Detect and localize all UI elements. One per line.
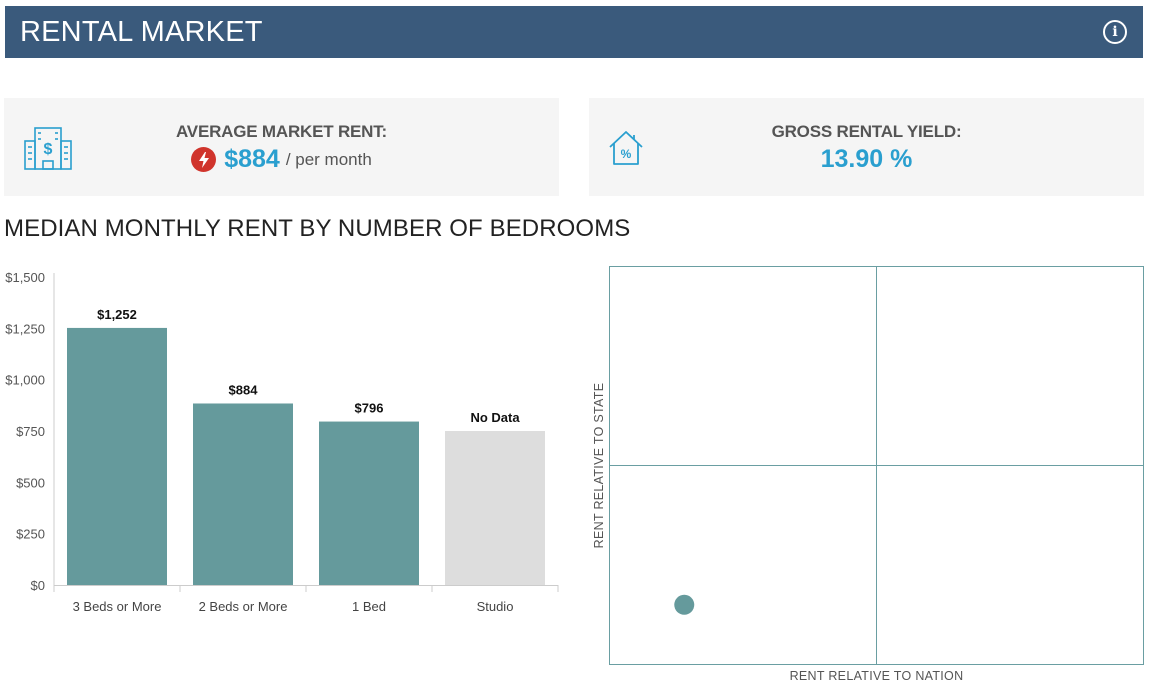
svg-text:$: $ — [44, 141, 53, 158]
gross-yield-label: GROSS RENTAL YIELD: — [771, 122, 962, 141]
info-circle-icon[interactable]: i — [1103, 20, 1127, 44]
building-dollar-icon: $ — [24, 127, 72, 170]
section-header: RENTAL MARKET i — [5, 6, 1143, 58]
x-tick-label: 2 Beds or More — [199, 599, 288, 614]
bar — [319, 421, 419, 585]
lightning-bolt-icon — [191, 147, 217, 172]
x-tick-label: 3 Beds or More — [73, 599, 162, 614]
average-rent-value-row: $884 / per month — [4, 145, 559, 174]
y-tick-label: $1,250 — [5, 321, 45, 336]
bar — [67, 327, 167, 585]
average-rent-label: AVERAGE MARKET RENT: — [175, 122, 388, 141]
rent-relative-quadrant-chart: RENT RELATIVE TO NATION RENT RELATIVE TO … — [592, 266, 1144, 683]
bar-data-label: $796 — [355, 401, 384, 416]
y-tick-label: $1,000 — [5, 373, 45, 388]
x-tick-label: Studio — [477, 599, 514, 614]
average-rent-value: $884 — [224, 145, 280, 173]
section-title: RENTAL MARKET — [20, 15, 263, 48]
average-rent-card: $ AVERAGE MARKET RENT: $884 / per month — [4, 98, 559, 196]
average-rent-unit: / per month — [285, 149, 372, 169]
chart-section-title: MEDIAN MONTHLY RENT BY NUMBER OF BEDROOM… — [4, 215, 631, 242]
x-axis-label: RENT RELATIVE TO NATION — [790, 669, 964, 683]
bedroom-rent-bar-chart: $0 $250 $500 $750 $1,000 $1,250 $1,500 $1,252 3 … — [5, 270, 559, 614]
y-tick-label: $750 — [16, 424, 45, 439]
average-rent-body: AVERAGE MARKET RENT: $884 / per month — [4, 122, 559, 174]
bar-data-label: $1,252 — [97, 307, 137, 322]
bar — [193, 403, 293, 585]
x-tick-label: 1 Bed — [352, 599, 386, 614]
gross-yield-card: % GROSS RENTAL YIELD: 13.90 % — [589, 98, 1144, 196]
scatter-point — [674, 594, 695, 615]
gross-yield-body: GROSS RENTAL YIELD: 13.90 % — [589, 122, 1144, 174]
bar-data-label: $884 — [229, 382, 259, 397]
gross-yield-value: 13.90 % — [820, 145, 913, 173]
y-axis-label: RENT RELATIVE TO STATE — [592, 383, 606, 549]
y-tick-label: $1,500 — [5, 270, 45, 285]
y-tick-label: $0 — [31, 578, 45, 593]
bar-data-label: No Data — [470, 410, 520, 425]
y-tick-label: $250 — [16, 527, 45, 542]
y-tick-label: $500 — [16, 475, 45, 490]
bar-no-data — [445, 431, 545, 585]
house-percent-icon: % — [609, 131, 643, 165]
svg-text:%: % — [621, 147, 632, 161]
